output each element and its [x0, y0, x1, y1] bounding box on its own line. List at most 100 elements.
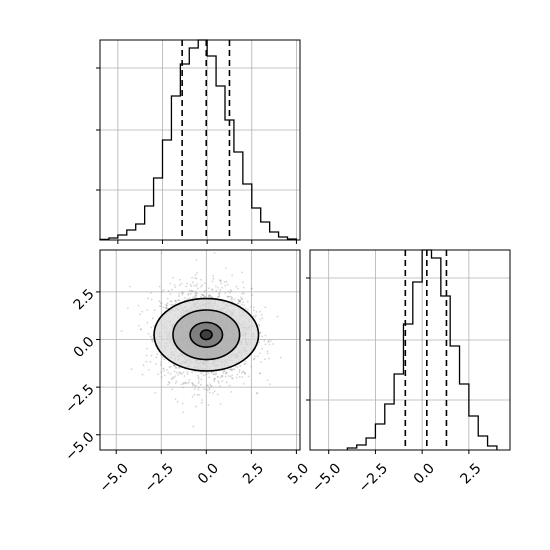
scatter-point — [219, 279, 222, 282]
scatter-point — [150, 326, 152, 329]
scatter-point — [181, 372, 183, 375]
scatter-point — [212, 392, 214, 394]
scatter-point — [212, 274, 214, 277]
scatter-point — [178, 371, 181, 374]
scatter-point — [195, 384, 197, 387]
scatter-point — [162, 368, 165, 370]
scatter-point — [237, 302, 240, 305]
scatter-point — [225, 371, 228, 374]
scatter-point — [180, 383, 183, 386]
scatter-point — [231, 374, 234, 377]
scatter-point — [150, 291, 153, 294]
scatter-point — [171, 303, 174, 306]
scatter-point — [196, 374, 199, 377]
scatter-point — [186, 373, 189, 375]
scatter-point — [193, 295, 196, 298]
scatter-point — [147, 332, 150, 335]
scatter-point — [160, 361, 163, 364]
scatter-point — [196, 393, 199, 396]
scatter-point — [213, 373, 216, 375]
scatter-point — [182, 386, 184, 389]
scatter-point — [189, 292, 192, 295]
scatter-point — [218, 293, 221, 295]
scatter-point — [191, 371, 194, 374]
scatter-point — [166, 297, 169, 300]
scatter-point — [279, 356, 282, 359]
scatter-point — [241, 376, 244, 378]
scatter-point — [166, 304, 168, 307]
scatter-point — [230, 296, 233, 299]
scatter-point — [214, 373, 217, 376]
scatter-point — [154, 391, 157, 394]
scatter-point — [178, 295, 180, 298]
scatter-point — [241, 298, 244, 301]
scatter-point — [195, 292, 198, 295]
scatter-point — [177, 299, 180, 302]
scatter-point — [195, 259, 198, 261]
scatter-point — [230, 290, 233, 292]
scatter-point — [200, 383, 202, 386]
scatter-point — [168, 366, 171, 369]
scatter-point — [182, 383, 185, 385]
scatter-point — [163, 369, 166, 372]
scatter-point — [195, 285, 198, 288]
scatter-point — [200, 295, 202, 298]
scatter-point — [259, 372, 261, 375]
scatter-point — [263, 339, 266, 342]
scatter-point — [242, 281, 244, 284]
scatter-point — [150, 337, 153, 340]
scatter-point — [190, 285, 193, 288]
scatter-point — [181, 292, 184, 295]
scatter-point — [210, 371, 213, 374]
scatter-point — [250, 287, 253, 290]
scatter-point — [236, 373, 239, 376]
scatter-point — [241, 292, 244, 295]
scatter-point — [195, 296, 198, 299]
scatter-point — [192, 296, 195, 299]
scatter-point — [230, 368, 233, 371]
scatter-point — [217, 380, 220, 383]
scatter-point — [215, 289, 218, 292]
scatter-point — [165, 304, 168, 307]
contour-line-outer — [153, 297, 260, 372]
scatter-point — [227, 290, 230, 293]
histogram-step-line — [346, 249, 498, 450]
scatter-point — [178, 372, 181, 375]
scatter-point — [202, 294, 205, 297]
scatter-point — [213, 378, 216, 381]
scatter-point — [169, 300, 172, 303]
scatter-point — [238, 299, 241, 302]
scatter-point — [268, 357, 271, 360]
scatter-point — [160, 252, 163, 255]
scatter-point — [167, 383, 169, 386]
scatter-point — [252, 306, 255, 309]
scatter-point — [196, 271, 199, 274]
scatter-point — [178, 292, 181, 295]
scatter-point — [191, 382, 194, 385]
scatter-point — [203, 295, 206, 298]
scatter-point — [204, 373, 207, 376]
scatter-point — [193, 388, 196, 390]
scatter-point — [218, 279, 221, 282]
scatter-point — [189, 283, 192, 286]
scatter-point — [239, 299, 242, 302]
scatter-point — [200, 293, 203, 296]
scatter-point — [244, 372, 246, 375]
scatter-point — [230, 298, 233, 301]
scatter-point — [207, 287, 210, 290]
joint-scatter-contour-panel: −5.0 −2.5 0.0 2.5 5.02.50.0−2.5−5.0 — [62, 249, 312, 496]
scatter-point — [243, 363, 246, 365]
scatter-point — [218, 295, 220, 298]
scatter-point — [172, 377, 175, 379]
scatter-point — [219, 384, 221, 387]
scatter-point — [264, 334, 267, 337]
scatter-point — [200, 372, 203, 375]
scatter-point — [171, 388, 174, 391]
scatter-point — [165, 307, 168, 310]
scatter-point — [252, 315, 255, 317]
scatter-point — [187, 293, 190, 296]
scatter-point — [201, 399, 203, 401]
scatter-point — [151, 339, 154, 342]
scatter-point — [229, 368, 232, 370]
scatter-point — [187, 382, 189, 385]
